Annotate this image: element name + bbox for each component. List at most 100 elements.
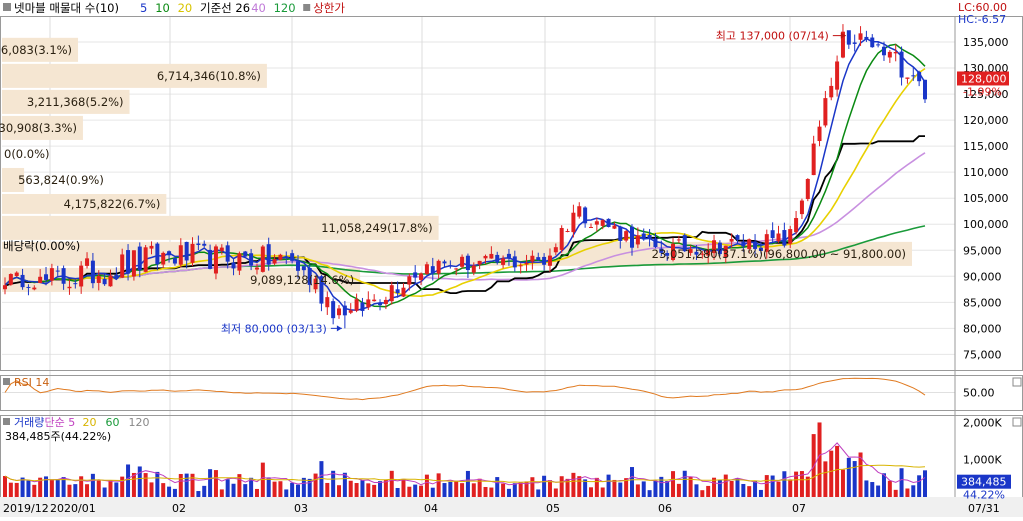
volume-bar: [770, 475, 775, 497]
candle-body: [231, 262, 236, 269]
candle-body: [436, 260, 441, 274]
candle-body: [184, 241, 189, 261]
volume-bar: [518, 482, 523, 497]
volume-bar: [489, 487, 494, 497]
volume-bar: [694, 484, 699, 497]
volume-bar: [788, 479, 793, 497]
candle-body: [495, 254, 500, 263]
candle-body: [676, 239, 681, 241]
volume-bar: [899, 468, 904, 497]
candle-body: [835, 61, 840, 90]
limit-square-icon: [303, 4, 311, 11]
candle-body: [337, 308, 342, 316]
volume-bar: [846, 457, 851, 497]
volume-bar: [202, 485, 207, 497]
candle-body: [729, 238, 734, 242]
volume-bar: [149, 482, 154, 497]
volume-bar: [278, 481, 283, 497]
volume-bar: [858, 452, 863, 497]
ma-legend-item: 40: [251, 1, 266, 15]
candle-body: [96, 275, 101, 283]
candle-body: [741, 241, 746, 247]
rsi-close-icon[interactable]: [1012, 377, 1022, 387]
volume-bar: [712, 477, 717, 497]
volume-bar: [360, 480, 365, 497]
price-tick-label: 85,000: [963, 296, 1002, 309]
candle-body: [682, 235, 687, 252]
volume-bar: [44, 476, 49, 497]
volume-bar: [876, 485, 881, 497]
limit-label: 상한가: [313, 1, 345, 15]
price-tick-label: 115,000: [963, 140, 1009, 153]
candle-body: [747, 239, 752, 249]
candle-body: [460, 256, 465, 267]
candle-body: [442, 261, 447, 264]
candle-body: [735, 235, 740, 240]
candle-body: [753, 241, 758, 249]
candle-body: [8, 274, 13, 285]
volume-bar: [407, 486, 412, 497]
candle-body: [38, 276, 43, 283]
volume-bar: [753, 480, 758, 497]
candle-body: [307, 267, 312, 285]
candle-body: [647, 234, 652, 239]
volume-bar: [120, 476, 125, 497]
volume-bar: [413, 484, 418, 497]
volume-legend-item: 60: [106, 416, 120, 429]
volume-bar: [747, 486, 752, 497]
volume-bar: [231, 483, 236, 497]
candle-body: [378, 302, 383, 306]
candle-body: [108, 275, 113, 287]
volume-close-icon[interactable]: [1012, 417, 1022, 427]
volume-ma5-line: [4, 442, 926, 486]
ma-legend-item: 120: [274, 1, 296, 15]
volume-bar: [96, 480, 101, 497]
candle-body: [840, 31, 845, 58]
candle-body: [618, 226, 623, 241]
volume-profile-label: 3,211,368(5.2%): [27, 95, 124, 109]
volume-bar: [401, 478, 406, 497]
volume-bar: [512, 483, 517, 497]
volume-profile-label: 563,824(0.9%): [18, 173, 104, 187]
volume-bar: [454, 480, 459, 497]
candle-body: [366, 299, 371, 308]
volume-bar: [424, 474, 429, 497]
rsi-menu-icon[interactable]: [3, 378, 10, 385]
volume-bar: [676, 483, 681, 497]
volume-bar: [348, 480, 353, 497]
volume-bar: [114, 482, 119, 497]
candle-body: [290, 253, 295, 261]
volume-bar: [337, 485, 342, 497]
candle-body: [794, 218, 799, 233]
candle-body: [465, 255, 470, 271]
stock-menu-icon[interactable]: [3, 3, 11, 11]
candle-body: [694, 251, 699, 255]
candle-body: [32, 287, 37, 290]
candle-body: [518, 265, 523, 267]
current-volume-value: 384,485: [961, 476, 1007, 489]
volume-menu-icon[interactable]: [3, 418, 10, 425]
candle-body: [506, 253, 511, 259]
volume-profile-bar: [2, 63, 267, 88]
volume-bar: [864, 480, 869, 497]
volume-bar: [90, 473, 95, 497]
candle-body: [272, 259, 277, 264]
candle-body: [712, 240, 717, 254]
volume-profile-bar: [2, 37, 79, 62]
volume-bar: [331, 470, 336, 497]
volume-bar: [823, 461, 828, 497]
volume-profile-label: 1,956,083(3.1%): [0, 43, 72, 57]
volume-bar: [20, 477, 25, 497]
candle-body: [3, 285, 7, 290]
candle-body: [389, 285, 394, 302]
volume-bar: [342, 472, 347, 497]
candle-body: [624, 231, 629, 241]
volume-bar: [213, 470, 218, 497]
x-axis-label: 03: [294, 502, 308, 515]
candle-body: [665, 252, 670, 256]
candlesticks: [3, 24, 927, 329]
volume-bar: [477, 478, 482, 497]
volume-bar: [905, 488, 910, 497]
volume-bar: [67, 484, 72, 497]
